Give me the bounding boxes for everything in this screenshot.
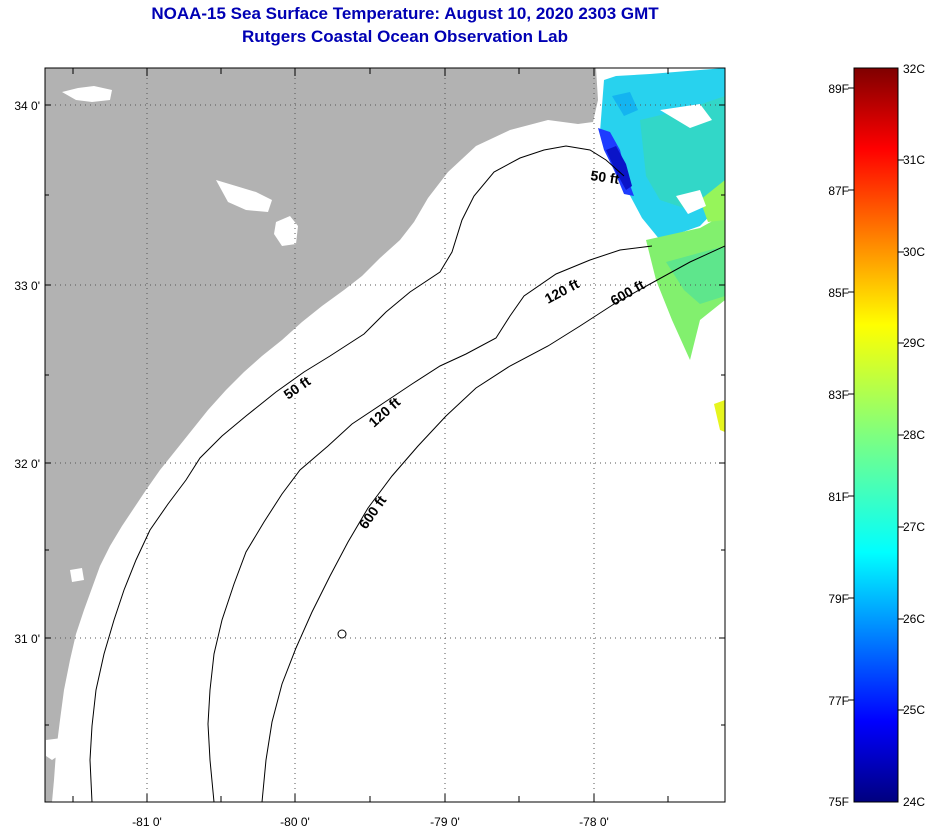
celsius-label: 26C xyxy=(903,612,925,626)
fahrenheit-label: 87F xyxy=(828,184,849,198)
fahrenheit-label: 77F xyxy=(828,694,849,708)
inland-lake xyxy=(70,568,84,582)
lat-label: 31 0' xyxy=(14,632,40,646)
contour-600ft xyxy=(261,245,725,802)
lat-label: 33 0' xyxy=(14,279,40,293)
celsius-label: 27C xyxy=(903,520,925,534)
fahrenheit-label: 89F xyxy=(828,82,849,96)
lon-label: -78 0' xyxy=(579,815,609,829)
graticule xyxy=(45,68,725,802)
fahrenheit-label: 81F xyxy=(828,490,849,504)
contour-120ft xyxy=(207,245,653,802)
inland-lake xyxy=(46,738,64,760)
map-title: NOAA-15 Sea Surface Temperature: August … xyxy=(151,4,659,23)
celsius-label: 24C xyxy=(903,795,925,809)
fahrenheit-label: 85F xyxy=(828,286,849,300)
celsius-label: 29C xyxy=(903,336,925,350)
contour-600ft-ring xyxy=(337,629,347,639)
celsius-label: 30C xyxy=(903,245,925,259)
celsius-label: 31C xyxy=(903,153,925,167)
sst-swath xyxy=(598,68,725,432)
contour-50ft xyxy=(89,145,625,802)
fahrenheit-label: 83F xyxy=(828,388,849,402)
map-frame xyxy=(44,67,726,803)
contour-label-50ft-north: 50 ft xyxy=(590,167,621,187)
colorbar-ticks xyxy=(848,87,904,711)
color-scale-bar xyxy=(853,67,899,803)
lon-label: -79 0' xyxy=(430,815,460,829)
map-subtitle: Rutgers Coastal Ocean Observation Lab xyxy=(242,27,568,46)
celsius-label: 28C xyxy=(903,428,925,442)
inland-lake xyxy=(274,216,298,246)
inland-lake xyxy=(62,86,112,102)
fahrenheit-label: 79F xyxy=(828,592,849,606)
lat-label: 32 0' xyxy=(14,457,40,471)
inland-lake xyxy=(216,180,272,212)
lat-label: 34 0' xyxy=(14,99,40,113)
frame-ticks xyxy=(45,68,725,802)
celsius-label: 25C xyxy=(903,703,925,717)
fahrenheit-label: 75F xyxy=(828,795,849,809)
land-area xyxy=(45,68,598,802)
celsius-label: 32C xyxy=(903,62,925,76)
lon-label: -80 0' xyxy=(280,815,310,829)
lon-label: -81 0' xyxy=(132,815,162,829)
